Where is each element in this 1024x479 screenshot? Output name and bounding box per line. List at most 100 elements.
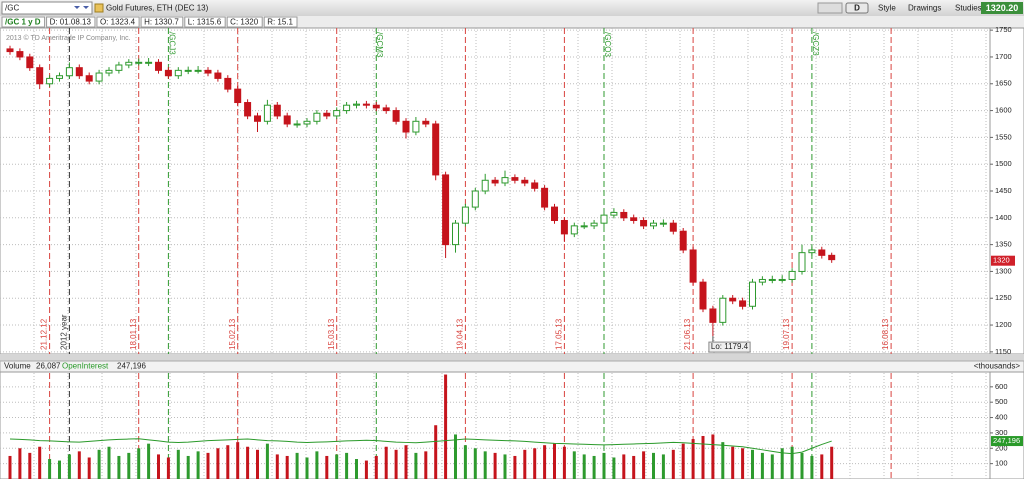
candle-body [610, 211, 618, 216]
candle-body [501, 177, 509, 184]
date-label: 15.02.13 [228, 318, 237, 350]
candle-body [729, 297, 737, 302]
volume-bar [582, 454, 586, 479]
volume-bar [503, 454, 507, 479]
volume-bar [325, 455, 329, 479]
volume-bar [513, 455, 517, 479]
studies-button[interactable]: Studies [955, 4, 982, 13]
volume-bar [434, 425, 438, 479]
info-boxes: /GC 1 y D D: 01.08.13 O: 1323.4 H: 1330.7 L:… [1, 16, 298, 28]
candle-body [293, 123, 301, 126]
candle-body [620, 211, 628, 219]
volume-bar [335, 454, 339, 479]
price-tick-label: 1250 [995, 293, 1012, 302]
candle-body [471, 190, 479, 208]
volume-bar [592, 455, 596, 479]
candle-body [194, 69, 202, 72]
info-field: R: 15.1 [267, 18, 293, 27]
candle-body [244, 102, 252, 117]
toolbar [0, 0, 1024, 16]
candle-body [422, 120, 430, 125]
price-tick-label: 1150 [995, 347, 1011, 356]
volume-bar [414, 452, 418, 479]
aggregation-button[interactable] [845, 2, 869, 14]
volume-bar [681, 443, 685, 479]
volume-bar [364, 460, 368, 479]
volume-tick-label: 600 [995, 382, 1008, 391]
candle-body [85, 75, 93, 82]
volume-bar [800, 452, 804, 479]
symbol-description: Gold Futures, ETH (DEC 13) [106, 4, 209, 13]
candle-body [481, 179, 489, 192]
aggregation-label: D [854, 4, 860, 13]
tools-icons[interactable] [817, 2, 843, 14]
volume-bar [572, 451, 576, 479]
symbol-dropdown[interactable] [74, 6, 89, 9]
candle-body [392, 110, 400, 122]
volume-bar [295, 452, 299, 479]
price-tick-label: 1650 [995, 79, 1012, 88]
candle-body [145, 61, 153, 64]
date-label: 19.04.13 [456, 318, 465, 350]
candle-body [372, 104, 380, 109]
volume-bar [473, 448, 477, 479]
last-price: 1320.20 [986, 3, 1019, 13]
last-price-marker-label: 1320 [993, 256, 1010, 265]
volume-bar [454, 434, 457, 479]
candle-body [95, 72, 103, 82]
volume-bar [671, 449, 675, 479]
drawings-button[interactable]: Drawings [908, 4, 941, 13]
candle-body [283, 115, 291, 125]
volume-bar [642, 451, 646, 479]
volume-bar [483, 451, 487, 479]
oi-marker [991, 436, 1023, 447]
candle-body [353, 103, 360, 106]
price-tick-label: 1450 [995, 186, 1012, 195]
info-box [96, 16, 140, 28]
volume-bar [166, 457, 170, 479]
low-label-box [708, 341, 751, 353]
symbol-input[interactable] [1, 1, 93, 15]
volume-tick-label: 500 [995, 397, 1008, 406]
candle-body [551, 206, 558, 221]
candle-body [709, 308, 717, 323]
style-button[interactable]: Style [878, 4, 896, 13]
date-label: 21.12.12 [40, 318, 49, 350]
price-tick-label: 1750 [995, 25, 1012, 34]
info-box [46, 16, 96, 28]
oi-value: 247,196 [117, 362, 146, 371]
panel-splitter[interactable] [0, 354, 1024, 361]
volume-bar [8, 455, 12, 479]
candle-body [362, 103, 370, 106]
price-tick-label: 1200 [995, 320, 1012, 329]
candle-body [432, 123, 440, 176]
volume-bar [632, 455, 636, 479]
price-tick-label: 1600 [995, 106, 1012, 115]
contract-label: /GCQ3 [603, 32, 612, 57]
contract-label: /GCM3 [375, 32, 384, 58]
volume-bar [196, 451, 200, 479]
volume-bar [711, 434, 715, 479]
info-box [140, 16, 184, 28]
volume-bar [48, 459, 52, 479]
volume-bar [127, 452, 131, 479]
candle-body [749, 281, 756, 307]
date-label: 16.08.13 [881, 318, 890, 350]
volume-bar [741, 448, 745, 479]
symbol-icon [94, 3, 104, 13]
date-label: 21.06.13 [683, 318, 692, 350]
candle-body [689, 249, 697, 283]
candle-body [461, 206, 469, 224]
volume-bar [751, 449, 754, 479]
info-field: O: 1323.4 [100, 18, 136, 27]
volume-bar [810, 455, 814, 479]
volume-bar [58, 460, 61, 479]
last-price-marker [991, 255, 1015, 266]
info-box [226, 16, 263, 28]
volume-bar [394, 449, 398, 479]
volume-bar [661, 454, 665, 479]
candle-body [313, 112, 321, 122]
candle-body [778, 278, 786, 281]
candle-body [511, 177, 519, 181]
candle-body [758, 278, 766, 283]
